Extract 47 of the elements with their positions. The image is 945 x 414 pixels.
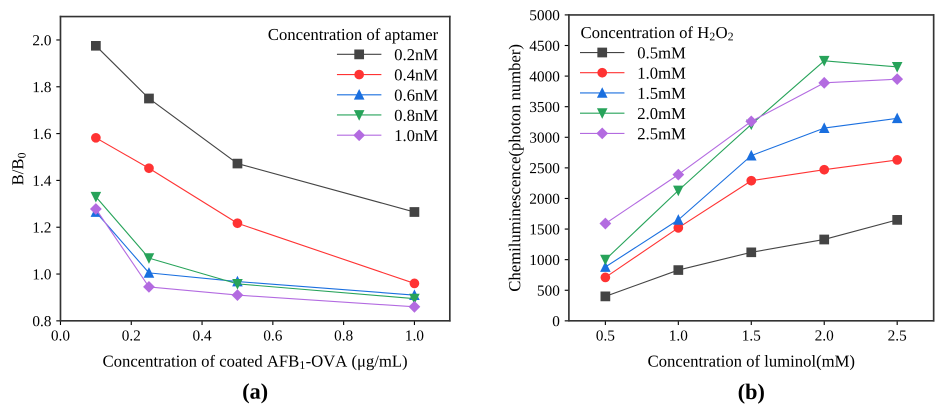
text: (b) [738, 384, 764, 404]
y-tick-label: 0.8 [32, 316, 51, 326]
legend-label: 1.0mM [638, 67, 686, 79]
y-tick-label: 1.8 [34, 82, 51, 92]
y-tick-label: 1000 [530, 254, 560, 266]
y-axis-title: Chemiluminescence(photon number) [508, 44, 524, 291]
x-tick-label: 1.5 [743, 330, 760, 341]
x-tick-label: 0.0 [52, 330, 70, 341]
y-tick-label: 3000 [530, 132, 560, 143]
legend-label: 1.5mM [638, 88, 686, 100]
legend-label: 2.5mM [638, 128, 686, 140]
x-axis-title: Concentration of coated AFB$_{1}$-OVA (μg/mL) [103, 354, 407, 370]
x-tick-label: 1.0 [406, 330, 424, 341]
y-tick-label: 1.6 [34, 128, 51, 140]
x-tick-label: 0.8 [334, 330, 353, 341]
y-tick-label: 0 [552, 316, 560, 326]
legend-label: 0.2nM [394, 49, 438, 60]
y-tick-label: 4500 [530, 40, 560, 51]
legend-label: 2.0mM [638, 108, 686, 120]
x-tick-label: 0.5 [596, 330, 614, 341]
x-tick-label: 1.0 [670, 330, 688, 341]
y-tick-label: 2.0 [33, 35, 51, 46]
x-tick-label: 2.0 [815, 330, 834, 341]
legend-label: 1.0nM [396, 130, 438, 142]
y-tick-label: 5000 [530, 10, 560, 20]
legend-label: 0.8nM [394, 110, 438, 122]
y-tick-label: 1500 [530, 224, 560, 235]
x-tick-label: 0.6 [264, 330, 282, 341]
y-tick-label: 4000 [530, 71, 560, 82]
y-tick-label: 1.4 [34, 176, 52, 186]
y-tick-label: 3500 [530, 102, 560, 112]
y-tick-label: 1.0 [34, 269, 51, 280]
legend-label: 0.4nM [394, 69, 438, 81]
legend-title: Concentration of aptamer [268, 28, 438, 44]
y-tick-label: 1.2 [34, 222, 51, 233]
x-axis-title: Concentration of luminol(mM) [648, 354, 854, 370]
x-tick-label: 2.5 [888, 330, 906, 341]
x-tick-label: 0.2 [122, 330, 140, 341]
legend-label: 0.5mM [638, 47, 686, 59]
legend-label: 0.6nM [394, 90, 438, 101]
y-tick-label: 500 [538, 285, 560, 296]
text: (a) [243, 383, 268, 404]
x-tick-label: 0.4 [193, 330, 212, 341]
y-tick-label: 2500 [530, 163, 560, 174]
y-axis-title: B/B$_{0}$ [12, 152, 26, 185]
y-tick-label: 2000 [530, 194, 560, 204]
legend-title: Concentration of H$_{2}$O$_{2}$ [581, 26, 733, 40]
